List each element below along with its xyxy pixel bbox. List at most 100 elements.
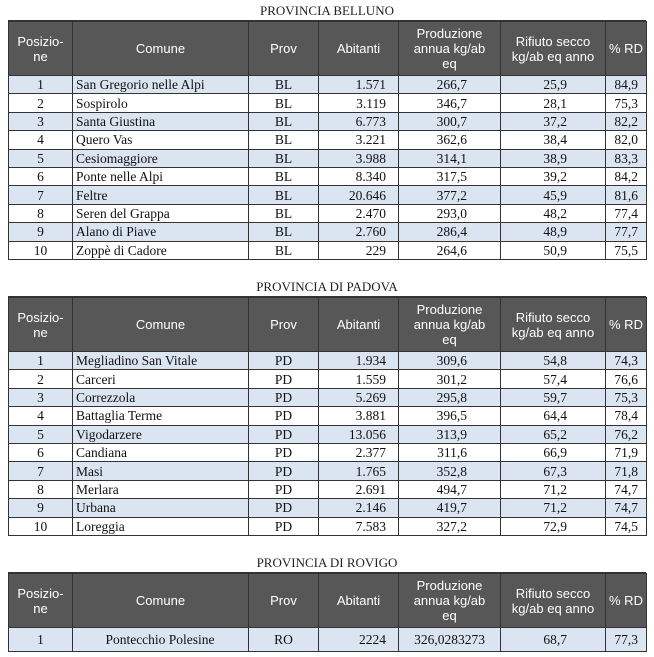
table-cell: 74,7 [605, 479, 647, 500]
header-text: Posizio- [17, 33, 64, 49]
section: PROVINCIA DI PADOVA Posizio-ne Comune Prov A… [8, 276, 647, 536]
table-cell: PD [248, 442, 319, 463]
header-text: Comune [135, 41, 186, 56]
table-cell: 7 [8, 461, 73, 481]
table-cell: 314,1 [398, 148, 501, 168]
header-text: Posizio- [17, 585, 64, 601]
table-cell: 82,2 [605, 111, 647, 132]
table-row: 10 Loreggia PD 7.583 327,2 72,9 74,5 [8, 516, 647, 536]
table-row: 8 Seren del Grappa BL 2.470 293,0 48,2 77,4 [8, 203, 647, 224]
header-cell: Comune [72, 21, 249, 76]
table-cell: 78,4 [605, 406, 647, 426]
table-cell: 313,9 [398, 424, 501, 444]
table-cell: BL [248, 240, 319, 260]
section: PROVINCIA BELLUNO Posizio-ne Comune Prov Abi… [8, 0, 647, 260]
header-text: Produzione [416, 302, 483, 317]
table-cell: 4 [8, 406, 73, 426]
table-cell: Megliadino San Vitale [72, 350, 249, 371]
table-cell: 293,0 [398, 203, 501, 224]
table-cell: 84,9 [605, 74, 647, 95]
table-row: 10 Zoppè di Cadore BL 229 264,6 50,9 75,5 [8, 240, 647, 260]
table-cell: 326,0283273 [398, 627, 501, 652]
table-cell: 20.646 [318, 185, 399, 205]
header-row: Posizio-ne Comune Prov Abitanti Produzione an… [8, 21, 647, 76]
table-row: 6 Candiana PD 2.377 311,6 66,9 71,9 [8, 442, 647, 463]
header-cell: Abitanti [318, 21, 399, 76]
header-cell: Comune [72, 573, 249, 628]
data-table: Posizio-ne Comune Prov Abitanti Produzione an… [8, 21, 647, 260]
header-cell: Rifiuto secco kg/ab eq anno [500, 297, 606, 352]
table-cell: Sospirolo [72, 93, 249, 113]
table-cell: BL [248, 74, 319, 95]
table-row: 5 Vigodarzere PD 13.056 313,9 65,2 76,2 [8, 424, 647, 444]
table-cell: 76,6 [605, 369, 647, 389]
table-cell: BL [248, 222, 319, 242]
table-cell: 1.934 [318, 350, 399, 371]
table-cell: 3.119 [318, 93, 399, 113]
table-cell: 71,2 [500, 479, 606, 500]
table-cell: 300,7 [398, 111, 501, 132]
table-cell: 6 [8, 166, 73, 187]
table-cell: 38,9 [500, 148, 606, 168]
table-cell: 66,9 [500, 442, 606, 463]
table-cell: BL [248, 166, 319, 187]
table-cell: 45,9 [500, 185, 606, 205]
table-cell: 5 [8, 424, 73, 444]
table-cell: 3.988 [318, 148, 399, 168]
table-cell: 75,3 [605, 387, 647, 408]
table-cell: Merlara [72, 479, 249, 500]
table-cell: 38,4 [500, 130, 606, 150]
header-cell: Produzione annua kg/ab eq [398, 297, 501, 352]
table-cell: BL [248, 148, 319, 168]
header-text: % RD [609, 593, 643, 608]
table-cell: 4 [8, 130, 73, 150]
section-title: PROVINCIA DI PADOVA [8, 276, 646, 297]
header-text: Posizio- [17, 309, 64, 325]
table-cell: 83,3 [605, 148, 647, 168]
header-cell: Prov [248, 297, 319, 352]
table-cell: PD [248, 424, 319, 444]
table-row: 3 Santa Giustina BL 6.773 300,7 37,2 82,2 [8, 111, 647, 132]
table-cell: 317,5 [398, 166, 501, 187]
table-row: 5 Cesiomaggiore BL 3.988 314,1 38,9 83,3 [8, 148, 647, 168]
header-cell: Produzione annua kg/ab eq [398, 21, 501, 76]
header-text: Rifiuto secco [515, 585, 591, 601]
table-cell: Quero Vas [72, 130, 249, 150]
header-text: % RD [609, 41, 643, 56]
header-cell: Posizio-ne [8, 573, 73, 628]
header-text: Prov [270, 41, 297, 56]
header-cell: % RD [605, 297, 647, 352]
table-cell: 1.765 [318, 461, 399, 481]
table-cell: 39,2 [500, 166, 606, 187]
header-text: ne [33, 324, 48, 340]
table-cell: Alano di Piave [72, 222, 249, 242]
table-cell: PD [248, 479, 319, 500]
table-row: 8 Merlara PD 2.691 494,7 71,2 74,7 [8, 479, 647, 500]
table-cell: 6 [8, 442, 73, 463]
table-cell: Feltre [72, 185, 249, 205]
table-row: 3 Correzzola PD 5.269 295,8 59,7 75,3 [8, 387, 647, 408]
header-text: Abitanti [336, 593, 381, 608]
table-cell: 7.583 [318, 516, 399, 536]
table-row: 2 Carceri PD 1.559 301,2 57,4 76,6 [8, 369, 647, 389]
table-cell: 71,8 [605, 461, 647, 481]
table-row: 7 Feltre BL 20.646 377,2 45,9 81,6 [8, 185, 647, 205]
table-cell: 25,9 [500, 74, 606, 95]
table-cell: 494,7 [398, 479, 501, 500]
table-cell: 301,2 [398, 369, 501, 389]
table-cell: 346,7 [398, 93, 501, 113]
table-cell: 8 [8, 203, 73, 224]
header-text: eq [442, 608, 457, 623]
table-cell: 77,3 [605, 627, 647, 652]
header-text: annua kg/ab [413, 317, 486, 332]
table-cell: 264,6 [398, 240, 501, 260]
table-cell: 2.470 [318, 203, 399, 224]
table-cell: 2.146 [318, 498, 399, 518]
table-cell: Cesiomaggiore [72, 148, 249, 168]
table-row: 4 Quero Vas BL 3.221 362,6 38,4 82,0 [8, 130, 647, 150]
table-cell: 352,8 [398, 461, 501, 481]
table-cell: 5.269 [318, 387, 399, 408]
header-cell: Abitanti [318, 573, 399, 628]
table-cell: San Gregorio nelle Alpi [72, 74, 249, 95]
table-cell: 37,2 [500, 111, 606, 132]
